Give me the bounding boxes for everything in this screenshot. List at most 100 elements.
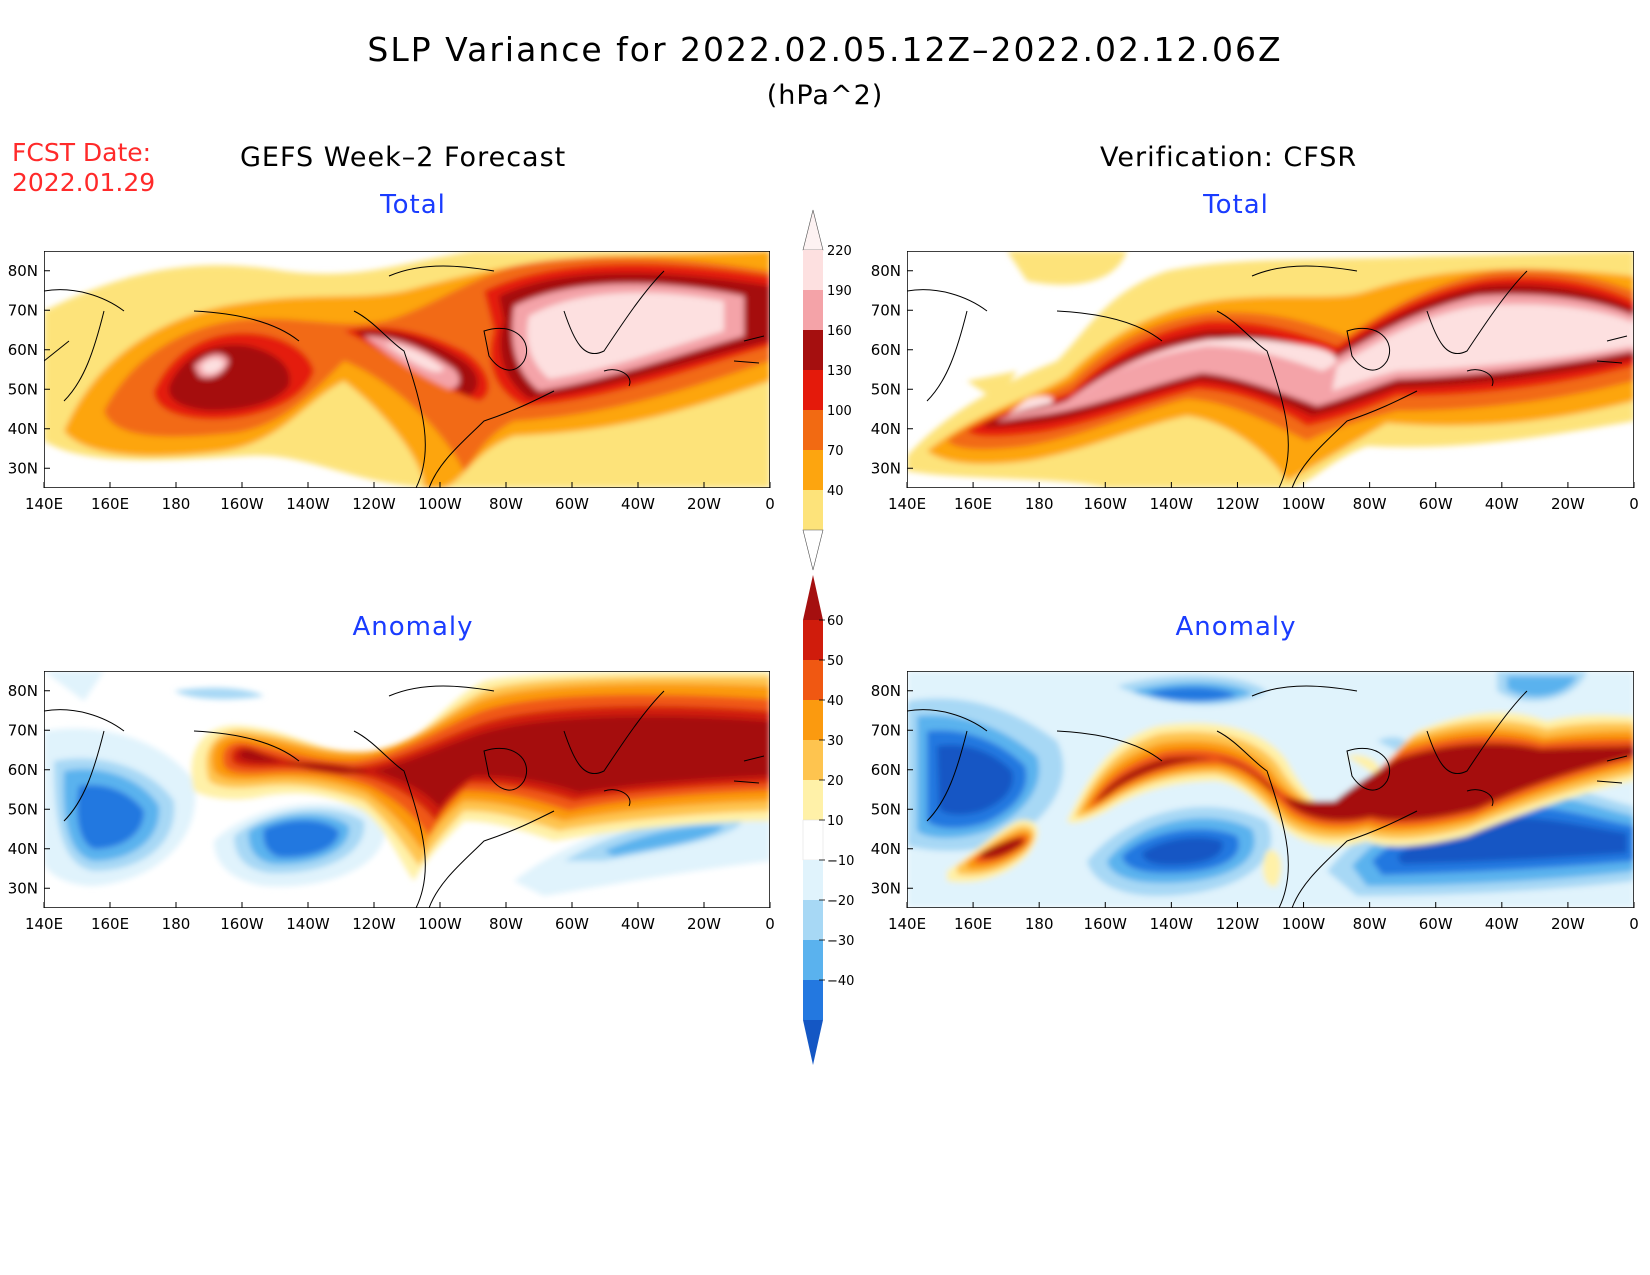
lon-tick-label: 40W [1485, 495, 1519, 513]
lat-tick-label: 60N [871, 341, 901, 359]
lon-tick-label: 100W [418, 495, 462, 513]
lat-tick-label: 40N [871, 420, 901, 438]
lon-tick-label: 180 [162, 915, 191, 933]
lon-tick-label: 80W [1353, 495, 1387, 513]
lon-tick-label: 160E [954, 915, 992, 933]
lon-tick-label: 160E [91, 495, 129, 513]
lat-tick-label: 30N [8, 879, 38, 897]
lon-tick-label: 20W [687, 495, 721, 513]
lat-tick-label: 60N [871, 761, 901, 779]
colorbar-swatch [803, 980, 823, 1020]
colorbar-swatch [803, 700, 823, 740]
colorbar-label: −10 [827, 854, 854, 869]
lon-tick-label: 160W [220, 495, 264, 513]
colorbar-label: 220 [827, 244, 852, 259]
colorbar-label: 20 [827, 774, 844, 789]
lat-tick-label: 80N [871, 682, 901, 700]
colorbar-label: 30 [827, 734, 844, 749]
lon-tick-label: 100W [1282, 495, 1326, 513]
lon-tick-label: 20W [687, 915, 721, 933]
lon-tick-label: 60W [1419, 495, 1453, 513]
colorbar-swatch [803, 900, 823, 940]
right-column-heading: Verification: CFSR [1100, 142, 1358, 173]
colorbar-label: 190 [827, 284, 852, 299]
lon-tick-label: 80W [489, 495, 523, 513]
lon-tick-label: 140W [286, 915, 330, 933]
lon-tick-label: 40W [621, 915, 655, 933]
lon-tick-label: 0 [765, 915, 775, 933]
lon-tick-label: 180 [162, 495, 191, 513]
map-panel-cfsr-anomaly [907, 671, 1634, 908]
lat-tick-label: 70N [871, 721, 901, 739]
lon-tick-label: 180 [1025, 915, 1054, 933]
lon-tick-label: 140E [25, 495, 63, 513]
lon-tick-label: 140E [25, 915, 63, 933]
colorbar-swatch [803, 410, 823, 450]
axis-labels: 140E 160E 180 160W 140W 120W 100W 80W 60W 40W 20W 0… [8, 262, 1639, 933]
colorbar-swatch [803, 940, 823, 980]
lon-tick-label: 160W [220, 915, 264, 933]
lon-tick-label: 60W [555, 495, 589, 513]
lon-tick-label: 60W [555, 915, 589, 933]
lon-tick-label: 160E [91, 915, 129, 933]
lon-tick-label: 20W [1551, 495, 1585, 513]
colorbar-label: −40 [827, 974, 854, 989]
cfsr-total-field [907, 251, 1634, 488]
lat-tick-label: 40N [8, 840, 38, 858]
colorbar-label: 70 [827, 444, 844, 459]
colorbar-top-arrow [803, 575, 823, 620]
lon-tick-label: 180 [1025, 495, 1054, 513]
lat-tick-label: 50N [8, 380, 38, 398]
lon-tick-label: 100W [418, 915, 462, 933]
lon-tick-label: 20W [1551, 915, 1585, 933]
left-column-heading: GEFS Week–2 Forecast [240, 142, 567, 173]
cfsr-anomaly-field [907, 671, 1634, 908]
map-panel-gefs-total [44, 251, 770, 488]
lon-tick-label: 60W [1419, 915, 1453, 933]
gefs-anomaly-field [44, 671, 770, 908]
colorbar-label: 50 [827, 654, 844, 669]
colorbar-swatch [803, 370, 823, 410]
colorbar-top-arrow [802, 209, 824, 251]
lon-tick-label: 0 [1629, 495, 1639, 513]
colorbar-swatch [803, 250, 823, 290]
colorbar-label: 60 [827, 614, 844, 629]
colorbar-swatch [803, 660, 823, 700]
lon-tick-label: 40W [1485, 915, 1519, 933]
colorbar-swatch [803, 450, 823, 490]
colorbar-label: −30 [827, 934, 854, 949]
lon-tick-label: 140W [286, 495, 330, 513]
colorbar-bottom-arrow [803, 1020, 823, 1065]
colorbar-swatch [802, 819, 824, 861]
lon-tick-label: 120W [1216, 495, 1260, 513]
colorbar-label: 40 [827, 694, 844, 709]
colorbar-label: 40 [827, 484, 844, 499]
lat-tick-label: 40N [8, 420, 38, 438]
lat-tick-label: 70N [8, 721, 38, 739]
forecast-date-value: 2022.01.29 [12, 168, 156, 197]
lat-tick-label: 30N [871, 879, 901, 897]
colorbar-swatch [803, 330, 823, 370]
lat-tick-label: 60N [8, 341, 38, 359]
figure-units: (hPa^2) [766, 80, 884, 111]
gefs-total-field [44, 251, 770, 488]
lat-tick-label: 70N [8, 301, 38, 319]
lat-tick-label: 50N [871, 380, 901, 398]
lon-tick-label: 120W [352, 495, 396, 513]
lon-tick-label: 160W [1084, 495, 1128, 513]
colorbar-label: 160 [827, 324, 852, 339]
colorbar-swatch [803, 740, 823, 780]
lat-tick-label: 80N [8, 682, 38, 700]
lon-tick-label: 140W [1150, 915, 1194, 933]
lon-tick-label: 80W [1353, 915, 1387, 933]
lat-tick-label: 80N [871, 262, 901, 280]
lat-tick-label: 80N [8, 262, 38, 280]
colorbar-total: 220 190 160 130 100 70 40 [802, 209, 852, 571]
colorbar-bottom-arrow [802, 529, 824, 571]
map-panel-cfsr-total [907, 251, 1634, 488]
lat-tick-label: 40N [871, 840, 901, 858]
lon-tick-label: 140E [888, 915, 926, 933]
colorbar-label: 10 [827, 814, 844, 829]
lat-tick-label: 30N [871, 459, 901, 477]
